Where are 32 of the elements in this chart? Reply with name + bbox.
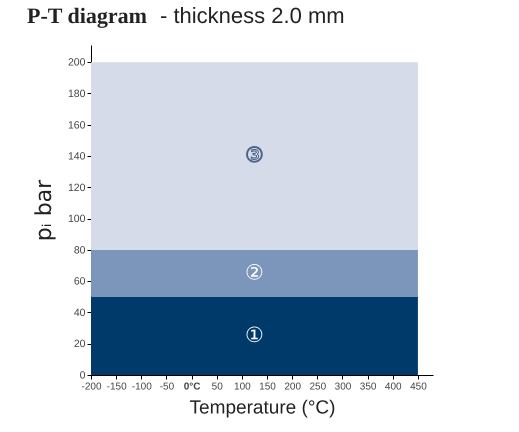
x-tick-label: -200 bbox=[81, 382, 102, 392]
x-tick-label: 150 bbox=[259, 382, 276, 392]
x-tick-label: 250 bbox=[309, 382, 327, 392]
x-tick-label: -150 bbox=[106, 382, 128, 392]
y-axis-title: pᵢ bar bbox=[32, 178, 57, 242]
x-axis-title: Temperature (°C) bbox=[190, 398, 336, 418]
y-tick-label: 0 bbox=[80, 370, 86, 382]
chart-title: P-T diagram bbox=[27, 3, 147, 28]
x-tick-label: 200 bbox=[284, 382, 302, 392]
x-tick-label: 450 bbox=[410, 382, 428, 392]
chart-subtitle: - thickness 2.0 mm bbox=[160, 3, 345, 28]
y-tick-label: 200 bbox=[68, 56, 86, 69]
x-tick-label: -50 bbox=[160, 382, 175, 392]
series-label: ③ bbox=[245, 143, 264, 168]
y-tick-label: 140 bbox=[68, 150, 86, 163]
y-tick-label: 40 bbox=[74, 306, 86, 319]
y-tick-label: 180 bbox=[68, 88, 86, 100]
y-tick-label: 160 bbox=[68, 119, 86, 132]
x-tick-label: -100 bbox=[132, 382, 152, 392]
y-tick-label: 80 bbox=[74, 244, 86, 256]
series-label: ② bbox=[245, 260, 264, 284]
y-tick-label: 120 bbox=[68, 182, 86, 194]
x-tick-label: 100 bbox=[234, 382, 252, 392]
y-tick-label: 60 bbox=[74, 276, 86, 288]
x-tick-label: 0°C bbox=[184, 382, 200, 392]
y-tick-label: 100 bbox=[68, 213, 86, 226]
y-tick-label: 20 bbox=[74, 338, 86, 350]
x-tick-label: 50 bbox=[212, 382, 224, 392]
series-label: ① bbox=[245, 322, 264, 347]
x-tick-label: 300 bbox=[334, 382, 352, 392]
x-tick-label: 350 bbox=[360, 382, 377, 392]
x-tick-label: 400 bbox=[384, 382, 402, 392]
